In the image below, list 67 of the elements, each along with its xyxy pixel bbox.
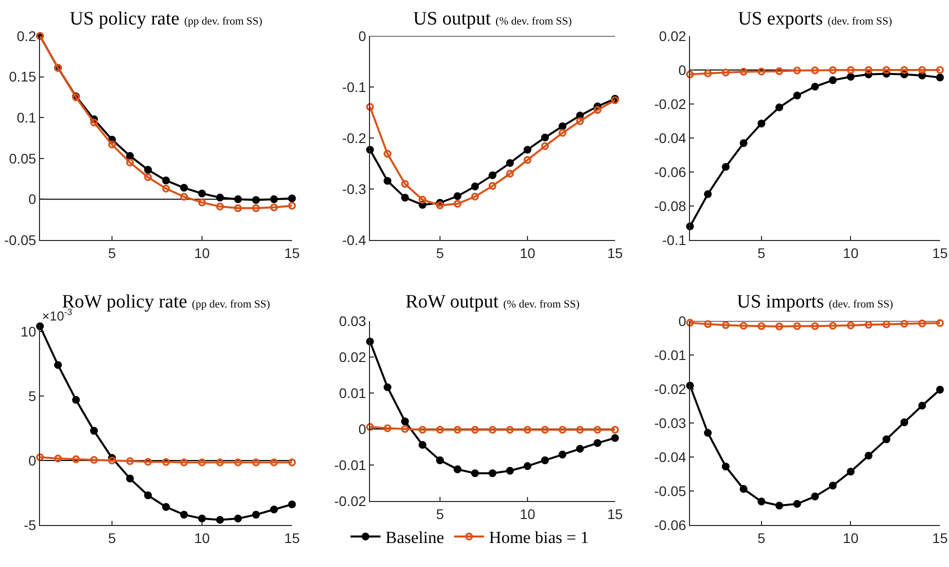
x-tick-label: 15 [607, 244, 623, 261]
y-tick-label: -0.01 [334, 456, 366, 473]
chart-title: US exports [738, 8, 823, 30]
x-tick-label: 10 [842, 244, 859, 261]
x-tick-label: 15 [932, 530, 948, 546]
y-tick-label: -0.06 [654, 516, 686, 533]
y-tick-label: 0.03 [338, 312, 366, 329]
y-tick-label: 0.01 [338, 384, 366, 401]
x-tick-label: 15 [284, 244, 300, 261]
y-tick-label: -0.05 [4, 232, 36, 248]
x-tick-label: 10 [520, 244, 536, 261]
x-tick-label: 5 [108, 530, 116, 546]
y-tick-label: -0.04 [654, 130, 686, 146]
legend-label: Home bias = 1 [489, 528, 589, 548]
y-tick-label: -0.04 [654, 448, 686, 465]
chart-subtitle: (pp dev. from SS) [184, 16, 263, 28]
x-tick-label: 15 [284, 530, 300, 546]
x-tick-label: 5 [436, 506, 444, 522]
y-tick-label: -0.4 [342, 232, 366, 248]
x-tick-label: 10 [842, 530, 859, 546]
chart-subtitle: (dev. from SS) [828, 16, 892, 28]
x-tick-label: 10 [194, 244, 210, 261]
y-tick-label: 0 [678, 62, 686, 78]
y-tick-label: 0.02 [338, 348, 366, 365]
y-tick-label: -0.06 [654, 164, 686, 180]
chart-title: US output [413, 8, 491, 30]
legend-label: Baseline [386, 528, 444, 548]
y-tick-label: -0.1 [662, 232, 686, 248]
y-tick-label: -0.1 [342, 78, 366, 95]
chart-title: US policy rate [70, 8, 180, 30]
x-tick-label: 15 [932, 244, 948, 261]
y-tick-label: 0.02 [658, 28, 686, 44]
y-tick-label: 0.2 [16, 28, 36, 44]
y-tick-label: 0 [678, 312, 686, 329]
x-tick-label: 10 [194, 530, 210, 546]
y-tick-label: -0.02 [334, 492, 366, 509]
chart-subtitle: (pp dev. from SS) [192, 298, 270, 311]
y-tick-label: -0.05 [654, 482, 686, 499]
y-tick-label: -0.02 [654, 96, 686, 112]
y-tick-label: 0 [358, 28, 366, 44]
chart-subtitle: (dev. from SS) [828, 298, 894, 311]
y-tick-label: 0 [28, 452, 36, 468]
y-tick-label: 10 [20, 323, 36, 340]
chart-title: US imports [736, 292, 824, 313]
y-tick-label: 5 [28, 388, 36, 404]
x-tick-label: 15 [607, 506, 623, 522]
y-tick-label: 0 [358, 420, 366, 437]
x-tick-label: 5 [436, 244, 444, 261]
chart-title: RoW output [405, 292, 499, 313]
y-tick-label: -5 [24, 516, 36, 533]
chart-subtitle: (% dev. from SS) [496, 16, 572, 28]
x-tick-label: 5 [758, 530, 766, 546]
y-tick-label: 0.15 [8, 68, 36, 85]
x-tick-label: 10 [520, 506, 536, 522]
chart-subtitle: (% dev. from SS) [503, 298, 580, 311]
y-tick-label: -0.01 [654, 346, 686, 363]
y-tick-label: -0.08 [654, 198, 686, 214]
y-tick-label: -0.2 [342, 130, 366, 146]
y-tick-label: 0.05 [8, 150, 36, 166]
x-tick-label: 5 [758, 244, 766, 261]
y-tick-label: -0.02 [654, 380, 686, 397]
y-tick-label: -0.3 [342, 180, 366, 197]
text: ×10$^{-3}$ [42, 307, 72, 324]
y-tick-label: 0.1 [16, 110, 36, 126]
x-tick-label: 5 [108, 244, 116, 261]
y-tick-label: -0.03 [654, 414, 686, 431]
y-tick-label: 0 [28, 191, 36, 208]
